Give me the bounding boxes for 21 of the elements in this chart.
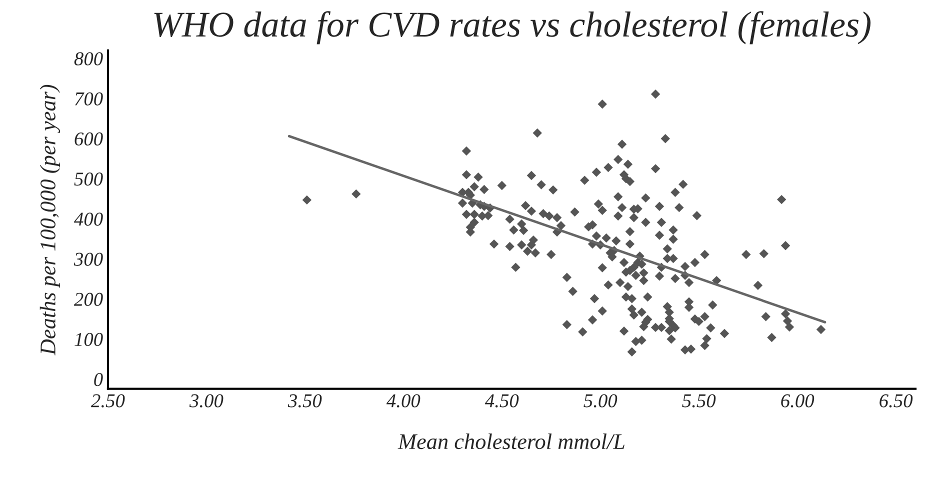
x-tick-label: 6.00 xyxy=(781,394,814,408)
x-tick-label: 5.00 xyxy=(584,394,618,408)
y-axis-title: Deaths per 100,000 (per year) xyxy=(40,84,60,356)
y-tick-label: 700 xyxy=(75,92,103,106)
x-tick-label: 5.50 xyxy=(682,394,716,408)
y-tick-label: 500 xyxy=(74,172,103,186)
y-tick-label: 800 xyxy=(74,52,103,66)
y-tick-label: 0 xyxy=(94,372,103,386)
x-tick-label: 4.00 xyxy=(386,394,420,408)
y-tick-label: 300 xyxy=(74,252,103,266)
y-tick-label: 400 xyxy=(74,212,103,226)
y-tick-label: 600 xyxy=(74,132,103,146)
x-tick-label: 3.50 xyxy=(288,394,322,408)
y-tick-label: 100 xyxy=(74,332,103,346)
y-tick-label: 200 xyxy=(74,292,103,306)
x-axis-title: Mean cholesterol mmol/L xyxy=(398,434,624,450)
x-tick-label: 4.50 xyxy=(484,394,519,408)
x-tick-label: 2.50 xyxy=(90,394,125,408)
chart-title: WHO data for CVD rates vs cholesterol (females) xyxy=(154,11,871,44)
x-tick-label: 3.00 xyxy=(189,394,224,408)
x-tick-label: 6.50 xyxy=(880,394,913,408)
